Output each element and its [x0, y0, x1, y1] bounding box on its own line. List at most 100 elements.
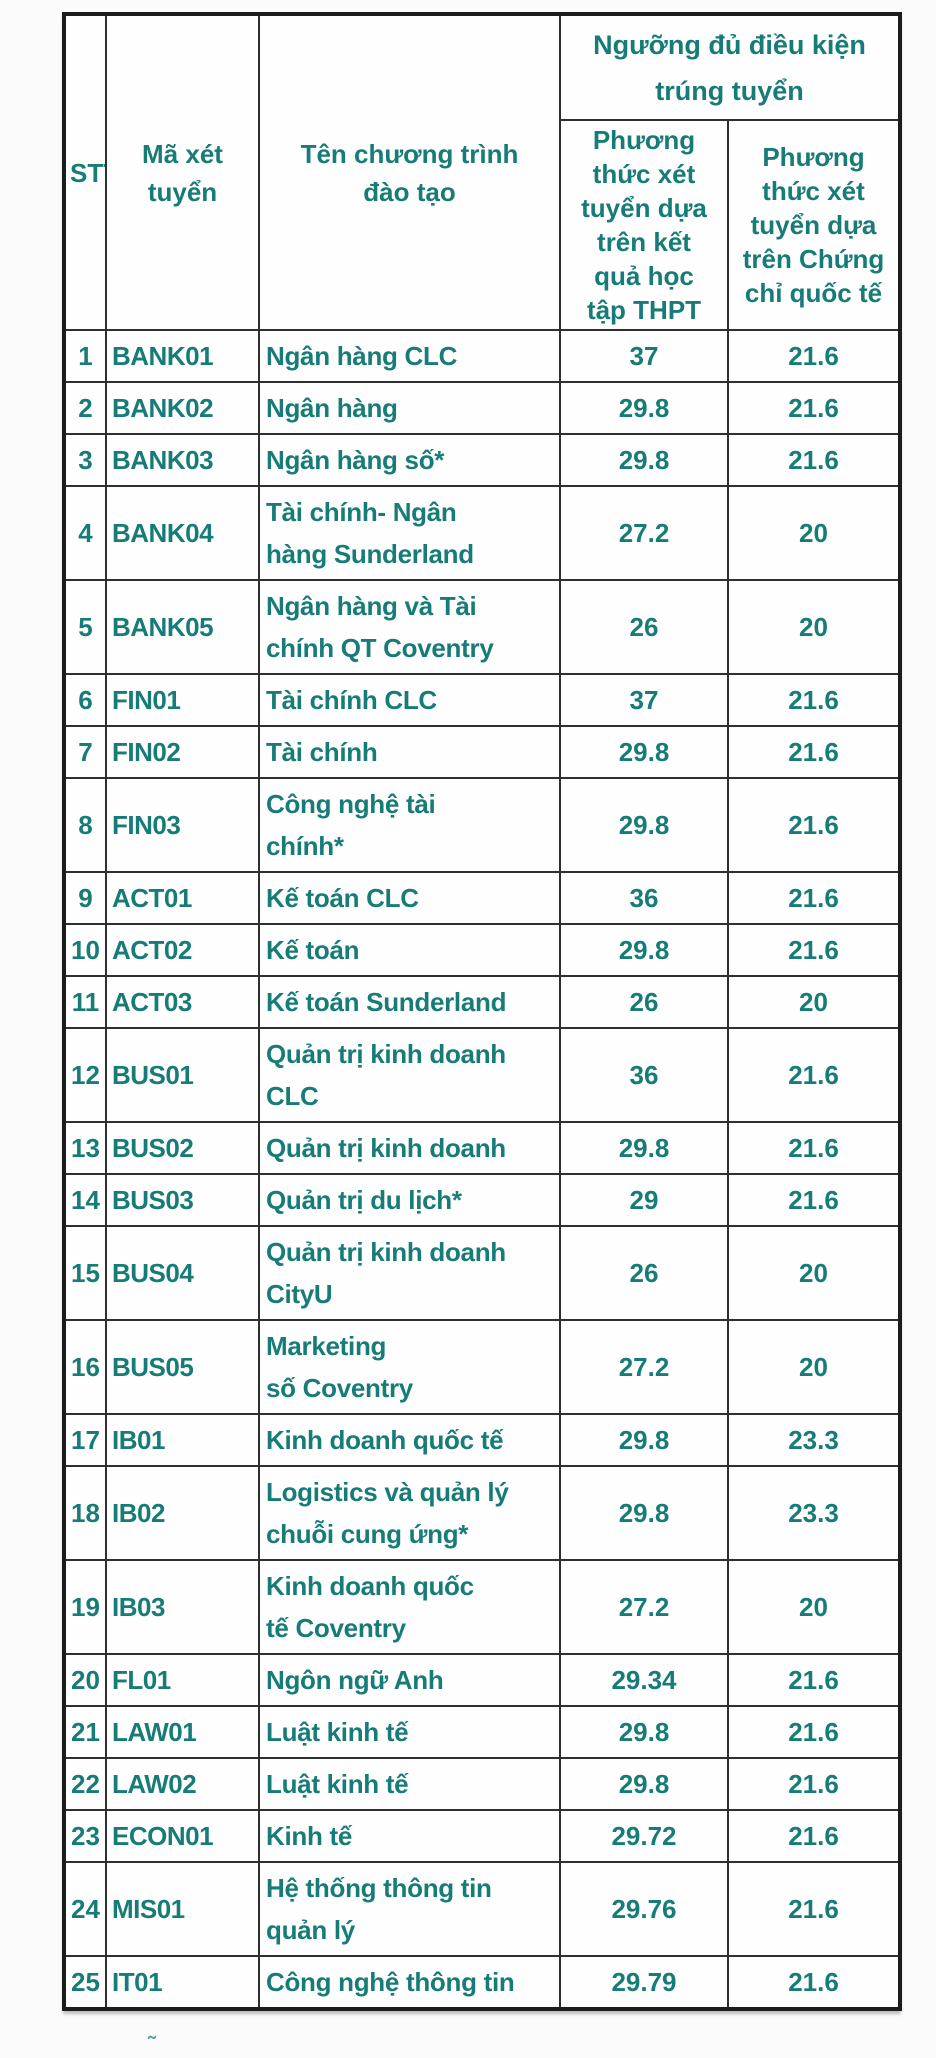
cell-thpt-score: 29.8 — [559, 923, 729, 977]
cell-stt: 4 — [63, 485, 107, 581]
cell-program-name: Ngân hàng — [258, 381, 561, 435]
cell-program-name: Marketing số Coventry — [258, 1319, 561, 1415]
cell-intl-cert-score: 21.6 — [727, 1861, 901, 1957]
cell-intl-cert-score: 21.6 — [727, 673, 901, 727]
table-row: 25 IT01 Công nghệ thông tin 29.79 21.6 — [63, 1955, 901, 2010]
cell-program-name: Công nghệ thông tin — [258, 1955, 561, 2010]
col-header-code: Mã xét tuyển — [105, 13, 260, 331]
cutoff-footnote-fragment: ˜ — [148, 2032, 156, 2057]
table-row: 6 FIN01 Tài chính CLC 37 21.6 — [63, 673, 901, 727]
table-row: 10 ACT02 Kế toán 29.8 21.6 — [63, 923, 901, 977]
table-row: 7 FIN02 Tài chính 29.8 21.6 — [63, 725, 901, 779]
cell-code: MIS01 — [105, 1861, 260, 1957]
table-row: 11 ACT03 Kế toán Sunderland 26 20 — [63, 975, 901, 1029]
cell-program-name: Tài chính — [258, 725, 561, 779]
cell-stt: 15 — [63, 1225, 107, 1321]
col-header-method-intl: Phương thức xét tuyển dựa trên Chứng chỉ… — [727, 119, 901, 331]
header-row-methods: Phương thức xét tuyển dựa trên kết quả h… — [64, 119, 901, 331]
cell-program-name: Luật kinh tế — [258, 1705, 561, 1759]
cell-stt: 17 — [63, 1413, 107, 1467]
cell-code: FIN01 — [105, 673, 260, 727]
cell-thpt-score: 36 — [559, 871, 729, 925]
table-row: 3 BANK03 Ngân hàng số* 29.8 21.6 — [63, 433, 901, 487]
cell-stt: 5 — [63, 579, 107, 675]
table-row: 14 BUS03 Quản trị du lịch* 29 21.6 — [63, 1173, 901, 1227]
table-body: 1 BANK01 Ngân hàng CLC 37 21.6 2 BANK02 … — [63, 329, 901, 2010]
cell-program-name: Hệ thống thông tin quản lý — [258, 1861, 561, 1957]
cell-stt: 13 — [63, 1121, 107, 1175]
cell-code: FIN02 — [105, 725, 260, 779]
cell-program-name: Kế toán CLC — [258, 871, 561, 925]
table-row: 20 FL01 Ngôn ngữ Anh 29.34 21.6 — [63, 1653, 901, 1707]
cell-stt: 3 — [63, 433, 107, 487]
cell-program-name: Kinh tế — [258, 1809, 561, 1863]
cell-intl-cert-score: 21.6 — [727, 1809, 901, 1863]
cell-stt: 22 — [63, 1757, 107, 1811]
cell-code: BUS01 — [105, 1027, 260, 1123]
cell-intl-cert-score: 21.6 — [727, 1027, 901, 1123]
cell-code: ACT02 — [105, 923, 260, 977]
cell-thpt-score: 29.8 — [559, 433, 729, 487]
cell-stt: 6 — [63, 673, 107, 727]
table-row: 19 IB03 Kinh doanh quốc tế Coventry 27.2… — [63, 1559, 901, 1655]
cell-thpt-score: 29.8 — [559, 1121, 729, 1175]
cell-thpt-score: 29.8 — [559, 1705, 729, 1759]
table-row: 22 LAW02 Luật kinh tế 29.8 21.6 — [63, 1757, 901, 1811]
cell-code: ECON01 — [105, 1809, 260, 1863]
cell-intl-cert-score: 20 — [727, 975, 901, 1029]
col-header-program-name: Tên chương trình đào tạo — [258, 13, 561, 331]
cell-stt: 18 — [63, 1465, 107, 1561]
cell-program-name: Kế toán — [258, 923, 561, 977]
cell-program-name: Kinh doanh quốc tế Coventry — [258, 1559, 561, 1655]
cell-program-name: Quản trị du lịch* — [258, 1173, 561, 1227]
table-row: 17 IB01 Kinh doanh quốc tế 29.8 23.3 — [63, 1413, 901, 1467]
cell-code: BUS02 — [105, 1121, 260, 1175]
table-row: 4 BANK04 Tài chính- Ngân hàng Sunderland… — [63, 485, 901, 581]
cell-code: LAW02 — [105, 1757, 260, 1811]
cell-code: ACT03 — [105, 975, 260, 1029]
cell-intl-cert-score: 21.6 — [727, 381, 901, 435]
cell-code: BUS03 — [105, 1173, 260, 1227]
cell-stt: 8 — [63, 777, 107, 873]
cell-program-name: Kinh doanh quốc tế — [258, 1413, 561, 1467]
cell-thpt-score: 36 — [559, 1027, 729, 1123]
table-row: 1 BANK01 Ngân hàng CLC 37 21.6 — [63, 329, 901, 383]
col-header-threshold-group: Ngưỡng đủ điều kiện trúng tuyển — [559, 13, 901, 121]
table-row: 13 BUS02 Quản trị kinh doanh 29.8 21.6 — [63, 1121, 901, 1175]
table-row: 9 ACT01 Kế toán CLC 36 21.6 — [63, 871, 901, 925]
cell-thpt-score: 29.79 — [559, 1955, 729, 2010]
cell-thpt-score: 29.34 — [559, 1653, 729, 1707]
col-header-stt: STT — [63, 13, 107, 331]
cell-stt: 9 — [63, 871, 107, 925]
col-header-method-thpt: Phương thức xét tuyển dựa trên kết quả h… — [559, 119, 729, 331]
cell-program-name: Quản trị kinh doanh CLC — [258, 1027, 561, 1123]
cell-thpt-score: 29.8 — [559, 1757, 729, 1811]
cell-intl-cert-score: 21.6 — [727, 433, 901, 487]
cell-thpt-score: 29.8 — [559, 1465, 729, 1561]
admission-threshold-table: STT Mã xét tuyển Tên chương trình đào tạ… — [62, 12, 902, 2011]
cell-program-name: Ngân hàng số* — [258, 433, 561, 487]
cell-stt: 24 — [63, 1861, 107, 1957]
cell-thpt-score: 29.76 — [559, 1861, 729, 1957]
cell-stt: 20 — [63, 1653, 107, 1707]
table-header: STT Mã xét tuyển Tên chương trình đào tạ… — [63, 13, 901, 331]
cell-thpt-score: 29 — [559, 1173, 729, 1227]
cell-code: BANK04 — [105, 485, 260, 581]
table-row: 23 ECON01 Kinh tế 29.72 21.6 — [63, 1809, 901, 1863]
cell-code: BUS05 — [105, 1319, 260, 1415]
cell-stt: 19 — [63, 1559, 107, 1655]
cell-thpt-score: 37 — [559, 673, 729, 727]
cell-intl-cert-score: 23.3 — [727, 1413, 901, 1467]
cell-intl-cert-score: 21.6 — [727, 777, 901, 873]
cell-stt: 10 — [63, 923, 107, 977]
cell-thpt-score: 29.8 — [559, 1413, 729, 1467]
cell-intl-cert-score: 20 — [727, 579, 901, 675]
cell-code: IB01 — [105, 1413, 260, 1467]
cell-code: BANK03 — [105, 433, 260, 487]
table-row: 5 BANK05 Ngân hàng và Tài chính QT Coven… — [63, 579, 901, 675]
cell-thpt-score: 29.8 — [559, 381, 729, 435]
cell-thpt-score: 26 — [559, 579, 729, 675]
cell-intl-cert-score: 21.6 — [727, 1757, 901, 1811]
table-row: 16 BUS05 Marketing số Coventry 27.2 20 — [63, 1319, 901, 1415]
